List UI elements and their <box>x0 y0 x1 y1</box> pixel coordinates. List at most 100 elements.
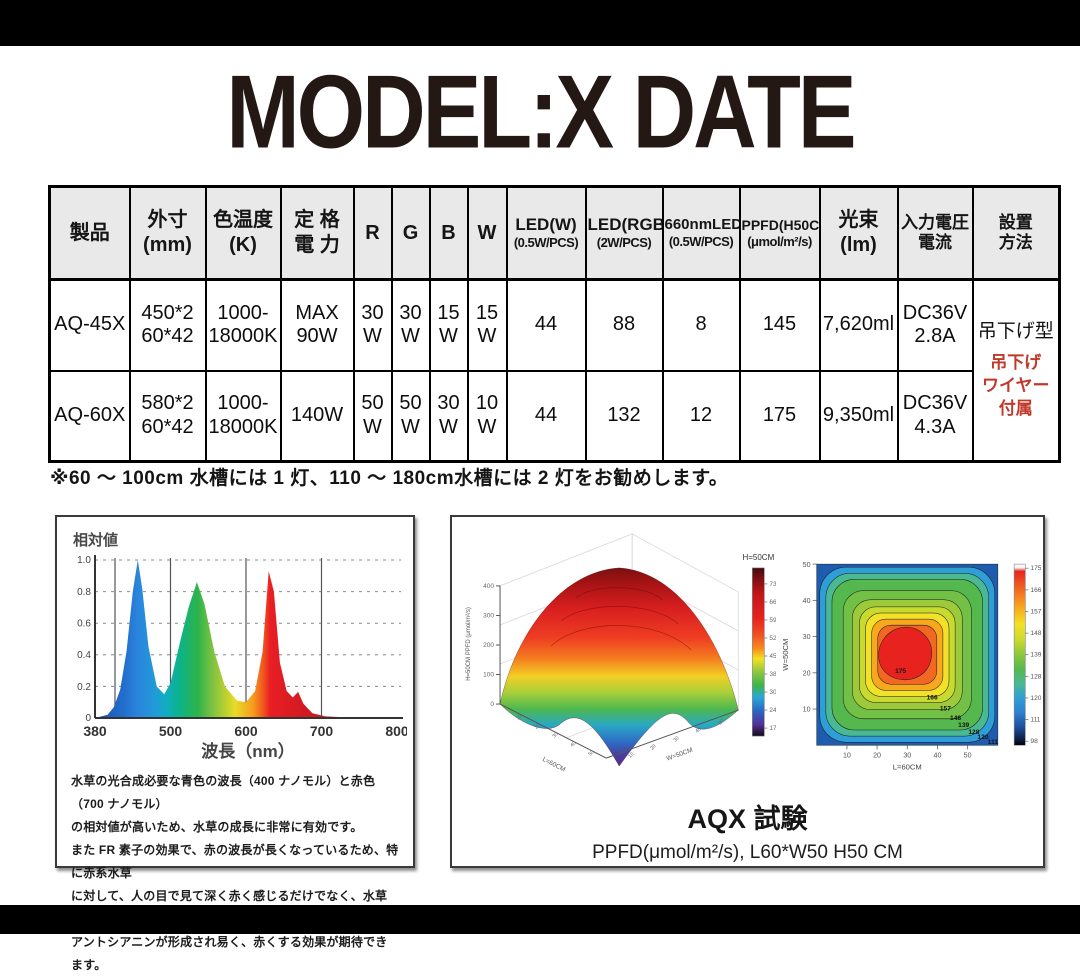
test-caption: AQX 試験 PPFD(μmol/m²/s), L60*W50 H50 CM <box>452 797 1043 864</box>
spectrum-curve <box>95 560 397 718</box>
svg-text:590: 590 <box>769 617 776 624</box>
surface-3d-dome <box>499 567 739 767</box>
heatmap-bands <box>816 563 999 746</box>
spectrum-xticks: 380 500 600 700 800 <box>83 723 409 739</box>
surface-3d-colorbar-tickmarks <box>764 583 768 729</box>
cell-led-w: 44 <box>505 369 587 463</box>
heatmap-chart: 175 166 157 148 139 128 120 111 10 20 <box>782 561 1043 772</box>
spectrum-yticks: 1.0 0.8 0.6 0.4 0.2 0 <box>77 555 91 724</box>
spectrum-panel: 相対値 <box>55 515 415 972</box>
cell-product: AQ-45X <box>48 278 131 372</box>
heatmap-colorbar-ticks: 175 166 157 148 139 128 120 111 98 <box>1031 565 1042 745</box>
spectrum-axes <box>94 555 403 719</box>
svg-text:523: 523 <box>769 635 776 642</box>
svg-text:30: 30 <box>803 633 811 641</box>
svg-text:98: 98 <box>1031 738 1039 745</box>
cell-temp: 1000- 18000K <box>204 369 282 463</box>
cell-power: 140W <box>279 369 355 463</box>
install-type-label: 吊下げ型 <box>977 320 1054 342</box>
surface-3d-zlabel: H=50CM PPFD (μmol/m²/s) <box>466 607 472 681</box>
heatmap-ylabel: W=50CM <box>782 639 791 671</box>
heatmap-colorbar-tickmarks <box>1025 567 1029 742</box>
surface-3d-xlabel: L=60CM <box>541 756 566 773</box>
heatmap-yticks: 10 20 30 40 50 <box>803 561 811 714</box>
col-color-temp: 色温度 (K) <box>204 185 282 281</box>
svg-text:40: 40 <box>569 740 577 748</box>
cell-install: 吊下げ型 吊下げ ワイヤー 付属 <box>971 278 1061 463</box>
surface-3d-front-axes <box>499 703 739 759</box>
svg-text:40: 40 <box>694 726 702 734</box>
cell-led-w: 44 <box>505 278 587 372</box>
cell-flux: 9,350ml <box>818 369 899 463</box>
col-b: B <box>428 185 469 281</box>
top-black-bar <box>0 0 1080 46</box>
col-g: G <box>390 185 431 281</box>
col-product: 製品 <box>48 185 131 281</box>
cell-product: AQ-60X <box>48 369 131 463</box>
cell-input: DC36V 2.8A <box>896 278 974 372</box>
svg-text:0: 0 <box>85 713 91 724</box>
svg-text:40: 40 <box>803 597 811 605</box>
surface-3d-colorbar-ticks: 734 665 590 523 453 381 306 242 175 <box>769 581 776 732</box>
svg-text:0.8: 0.8 <box>77 587 91 598</box>
svg-text:453: 453 <box>769 653 776 660</box>
col-size: 外寸 (mm) <box>128 185 207 281</box>
svg-text:700: 700 <box>310 723 334 739</box>
svg-text:20: 20 <box>873 751 881 759</box>
svg-text:0.4: 0.4 <box>77 650 91 661</box>
col-led-660: 660nmLED (0.5W/PCS) <box>661 185 741 281</box>
test-caption-title: AQX 試験 <box>687 804 808 834</box>
cell-power: MAX 90W <box>279 278 355 372</box>
col-install: 設置 方法 <box>971 185 1061 281</box>
svg-text:111: 111 <box>1031 717 1041 724</box>
table-row-aq45x: AQ-45X 450*2 60*42 1000- 18000K MAX 90W … <box>48 278 1061 463</box>
svg-text:0.2: 0.2 <box>77 682 91 693</box>
svg-text:40: 40 <box>934 751 942 759</box>
cell-led-660: 12 <box>661 369 741 463</box>
svg-text:200: 200 <box>483 642 494 649</box>
spectrum-description: 水草の光合成必要な青色の波長（400 ナノモル）と赤色（700 ナノモル） の相… <box>71 774 399 973</box>
cell-b: 30 W <box>428 369 469 463</box>
cell-led-rgb: 88 <box>584 278 664 372</box>
page-title: MODEL:X DATE <box>226 52 856 170</box>
bottom-black-bar <box>0 905 1080 934</box>
svg-text:50: 50 <box>587 749 595 757</box>
cell-g: 50 W <box>390 369 431 463</box>
cell-ppfd: 175 <box>738 369 821 463</box>
spectrum-ylabel: 相対値 <box>73 532 119 549</box>
svg-text:111: 111 <box>988 739 999 746</box>
svg-text:30: 30 <box>904 751 912 759</box>
svg-text:50: 50 <box>717 718 725 726</box>
surface-3d-ylabel: W=50CM <box>666 747 694 763</box>
heatmap-xlabel: L=60CM <box>893 763 922 772</box>
svg-text:128: 128 <box>1031 673 1042 680</box>
cell-g: 30 W <box>390 278 431 372</box>
cell-r: 30 W <box>352 278 393 372</box>
test-caption-subtitle: PPFD(μmol/m²/s), L60*W50 H50 CM <box>592 842 903 863</box>
cell-input: DC36V 4.3A <box>896 369 974 463</box>
svg-text:10: 10 <box>843 751 851 759</box>
svg-text:306: 306 <box>769 689 776 696</box>
col-led-w: LED(W) (0.5W/PCS) <box>505 185 587 281</box>
svg-text:139: 139 <box>959 722 970 729</box>
svg-text:1.0: 1.0 <box>77 555 91 566</box>
svg-text:166: 166 <box>1031 587 1042 594</box>
col-r: R <box>352 185 393 281</box>
col-flux: 光束 (lm) <box>818 185 899 281</box>
svg-text:10: 10 <box>803 706 811 714</box>
svg-text:166: 166 <box>927 694 938 701</box>
svg-text:157: 157 <box>940 706 951 713</box>
svg-text:175: 175 <box>895 668 906 675</box>
cell-size: 450*2 60*42 <box>128 278 207 372</box>
svg-text:20: 20 <box>533 722 541 730</box>
cell-led-rgb: 132 <box>584 369 664 463</box>
spectrum-chart: 1.0 0.8 0.6 0.4 0.2 0 380 500 600 700 80… <box>77 555 409 761</box>
test-panel: 400 300 200 100 0 H=50CM PPFD (μmol/m²/s… <box>450 515 1045 868</box>
surface-3d-colorbar <box>752 567 765 737</box>
surface-3d-yticks: 10 20 30 40 50 <box>627 718 725 759</box>
svg-text:380: 380 <box>83 723 107 739</box>
cell-b: 15 W <box>428 278 469 372</box>
col-led-rgb: LED(RGB) (2W/PCS) <box>584 185 664 281</box>
cell-led-660: 8 <box>661 278 741 372</box>
